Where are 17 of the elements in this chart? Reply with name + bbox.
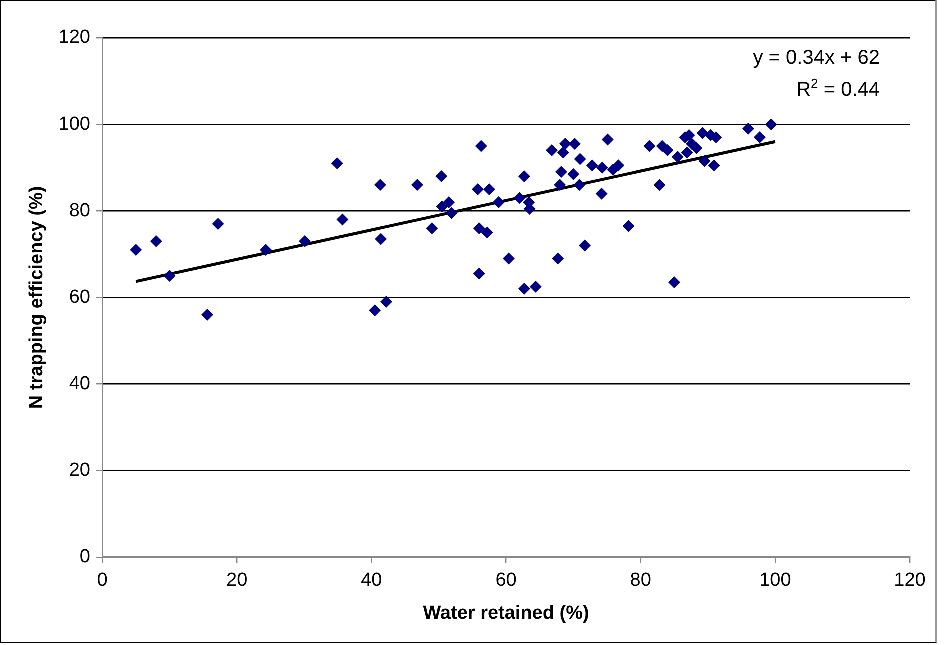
- y-tick-label: 0: [80, 546, 90, 568]
- x-tick-label: 60: [496, 570, 517, 592]
- x-tick-label: 40: [361, 570, 382, 592]
- y-tick-label: 120: [58, 27, 90, 48]
- x-tick-label: 100: [760, 570, 792, 592]
- y-tick-label: 100: [58, 114, 90, 135]
- x-tick-label: 80: [630, 570, 652, 592]
- y-tick-label: 40: [69, 374, 90, 394]
- x-tick-label: 0: [97, 570, 108, 592]
- y-tick-label: 60: [69, 286, 90, 308]
- y-tick-label: 80: [69, 200, 90, 222]
- annotation: y = 0.34x + 62: [753, 47, 880, 69]
- x-axis-title: Water retained (%): [423, 602, 590, 624]
- x-tick-label: 20: [226, 570, 248, 592]
- y-tick-label: 20: [69, 460, 90, 482]
- y-axis-title: N trapping efficiency (%): [26, 186, 48, 410]
- x-tick-label: 120: [894, 570, 926, 592]
